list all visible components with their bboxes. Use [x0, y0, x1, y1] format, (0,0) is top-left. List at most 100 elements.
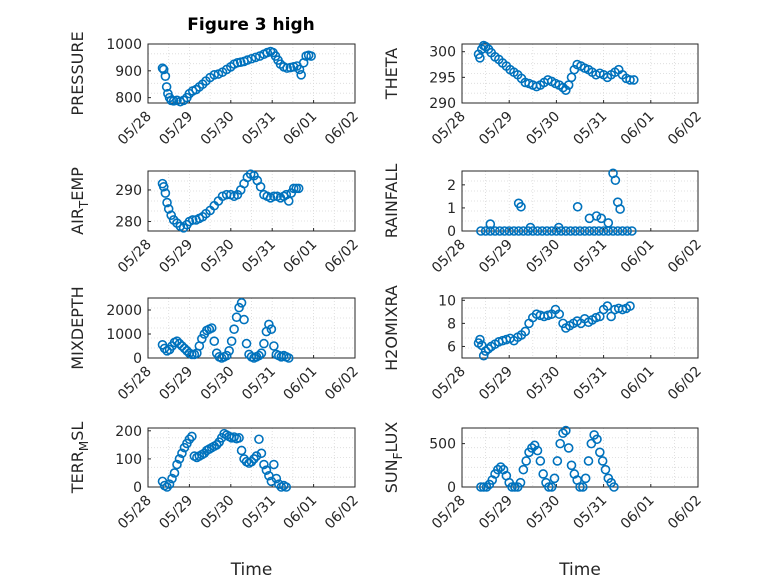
data-point	[254, 350, 264, 361]
xtick-label: 05/30	[523, 364, 563, 404]
data-point	[269, 191, 279, 202]
data-points	[473, 301, 635, 361]
data-point	[504, 226, 515, 236]
ytick-label: 6	[447, 339, 456, 355]
data-point	[485, 219, 496, 229]
data-point	[160, 188, 171, 198]
xtick-label: 05/28	[429, 109, 469, 149]
xtick-label: 05/30	[198, 493, 238, 533]
xtick-label: 06/01	[618, 109, 658, 149]
data-point	[174, 338, 185, 349]
data-point	[480, 346, 491, 356]
data-point	[583, 456, 594, 466]
xtick-label: 06/01	[618, 493, 658, 533]
xtick-label: 05/31	[571, 109, 611, 149]
xtick-label: 06/02	[322, 493, 362, 533]
ylabel: RAINFALL	[382, 164, 401, 239]
data-point	[161, 82, 172, 92]
data-point	[625, 301, 635, 311]
xtick-label: 05/28	[429, 364, 469, 404]
xtick-label: 05/28	[429, 493, 469, 533]
xtick-label: 05/30	[523, 109, 563, 149]
xtick-label: 05/31	[571, 364, 611, 404]
ytick-label: 2000	[106, 303, 142, 319]
data-point	[169, 468, 180, 478]
xtick-label: 06/02	[665, 237, 705, 277]
data-point	[187, 431, 197, 442]
xtick-label: 05/30	[198, 364, 238, 404]
axes-box	[147, 43, 356, 104]
data-point	[177, 341, 187, 351]
data-point	[283, 353, 294, 363]
ytick-label: 290	[115, 183, 142, 199]
data-point	[521, 456, 531, 466]
xtick-label: 06/02	[322, 109, 362, 149]
xtick-label: 05/31	[571, 237, 611, 277]
data-point	[558, 428, 568, 439]
data-point	[535, 456, 546, 466]
data-point	[509, 226, 519, 236]
data-point	[554, 309, 565, 319]
data-point	[480, 226, 491, 236]
data-point	[561, 85, 571, 95]
data-points	[473, 40, 639, 95]
data-point	[570, 226, 581, 236]
data-point	[617, 226, 628, 236]
subplot-2: 290 295 300 05/28 05/29 05/30 05/31 06/01 06/02 T…	[382, 40, 705, 149]
data-point	[172, 459, 182, 470]
data-point	[242, 55, 253, 65]
data-point	[589, 226, 599, 236]
data-point	[174, 454, 185, 464]
data-point	[246, 53, 257, 64]
subplot-4: 0 1 2 05/28 05/29 05/30 05/31 06/01 06/02 RAINFAL…	[382, 164, 705, 277]
data-point	[160, 71, 171, 81]
axes-box	[461, 43, 699, 104]
data-point	[229, 324, 239, 335]
ytick-label: 300	[429, 45, 456, 61]
data-point	[475, 53, 485, 63]
data-point	[286, 188, 297, 198]
ytick-label: 280	[115, 215, 142, 231]
data-point	[476, 226, 486, 236]
ytick-label: 500	[429, 437, 456, 453]
data-point	[622, 226, 633, 236]
data-point	[494, 226, 505, 236]
data-point	[184, 434, 195, 445]
ytick-label: 295	[429, 70, 456, 86]
data-point	[475, 334, 485, 345]
data-point	[518, 464, 529, 475]
xtick-label: 06/02	[665, 364, 705, 404]
data-point	[264, 319, 274, 330]
xlabel: Time	[230, 560, 273, 580]
subplot-6: 6 8 10 05/28 05/29 05/30 05/31 06/01 06/02 H2OMIX…	[382, 285, 705, 403]
data-point	[246, 456, 257, 467]
data-points	[476, 425, 619, 492]
xtick-label: 05/28	[115, 109, 155, 149]
data-point	[206, 323, 217, 333]
data-point	[515, 477, 526, 488]
data-point	[566, 460, 577, 471]
data-point	[254, 434, 264, 445]
data-point	[525, 222, 536, 233]
grid	[147, 44, 356, 103]
data-point	[226, 336, 237, 347]
ylabel: H2OMIXRA	[382, 285, 401, 371]
xtick-label: 05/28	[429, 237, 469, 277]
data-point	[615, 204, 625, 214]
data-point	[234, 302, 244, 313]
data-point	[558, 82, 568, 93]
data-point	[566, 72, 577, 83]
data-point	[610, 175, 621, 186]
data-point	[578, 482, 588, 492]
data-point	[527, 443, 537, 453]
data-point	[259, 338, 269, 349]
data-point	[236, 297, 247, 308]
data-point	[256, 348, 267, 359]
data-point	[579, 226, 590, 236]
data-points	[157, 169, 304, 233]
data-point	[261, 465, 272, 475]
ytick-label: 100	[115, 452, 142, 468]
ylabel: AIRTEMP	[68, 167, 91, 235]
data-point	[591, 211, 602, 221]
